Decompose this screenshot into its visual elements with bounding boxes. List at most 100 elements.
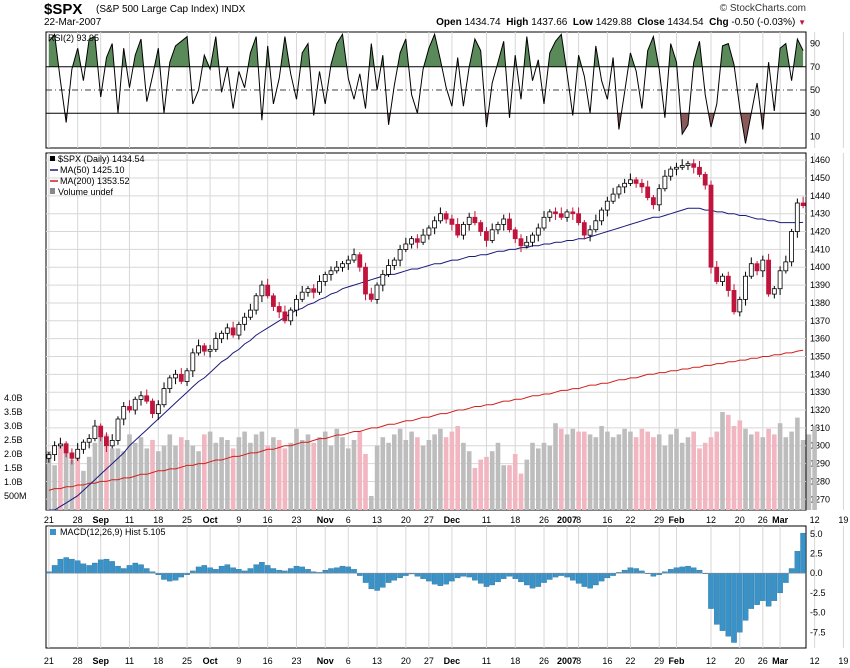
macd-hist-bar [489, 573, 495, 586]
ma200-line [48, 349, 804, 491]
volume-bar [328, 445, 334, 510]
x-tick-label: 11 [482, 656, 491, 666]
candle-body [201, 345, 207, 352]
quote-summary: Open 1434.74 High 1437.66 Low 1429.88 Cl… [436, 17, 806, 28]
candle-body [777, 270, 783, 290]
volume-bar [276, 440, 282, 510]
macd-hist-bar [454, 573, 461, 579]
price-tick-label: 1270 [810, 494, 830, 504]
candle-body [391, 259, 397, 266]
macd-hist-bar [305, 569, 311, 574]
volume-bar [357, 431, 363, 510]
rsi-line [48, 32, 804, 144]
volume-bar [438, 428, 443, 510]
macd-hist-bar [506, 573, 513, 577]
candle-body [52, 445, 57, 456]
volume-bar [98, 428, 103, 510]
x-tick-label: 27 [424, 656, 434, 666]
candle-body [449, 218, 455, 225]
volume-tick-label: 3.0B [4, 421, 23, 431]
macd-hist-bar [92, 562, 98, 574]
candle-body [800, 202, 806, 206]
volume-bar [633, 437, 639, 510]
candle-body [357, 254, 363, 268]
x-axis: 21 28 Sep 11 18 25 Oct 9 16 23 Nov 6 13 20 27 Dec 11 18 26… [44, 515, 849, 666]
ma50-legend: MA(50) 1425.10 [60, 165, 125, 175]
macd-hist-bar [138, 564, 144, 574]
macd-hist-bar [264, 565, 271, 574]
macd-hist-bar [714, 573, 720, 625]
price-frame [45, 152, 807, 511]
volume-bar [466, 451, 472, 510]
candle-body [374, 284, 380, 300]
x-tick-label: Sep [92, 515, 109, 525]
volume-bar [656, 434, 662, 510]
candle-body [743, 275, 748, 300]
x-tick-label: 21 [44, 515, 54, 525]
volume-bar [138, 437, 144, 510]
price-legend-swatch [50, 156, 55, 161]
candle-body [253, 295, 259, 311]
candle-body [518, 238, 524, 247]
macd-legend-swatch [50, 529, 56, 535]
volume-bar [587, 434, 593, 510]
volume-bar [691, 431, 696, 510]
price-tick-label: 1400 [810, 262, 830, 272]
price-tick-label: 1390 [810, 280, 830, 290]
volume-bar [783, 437, 789, 510]
candle-body [426, 227, 432, 236]
macd-hist-bar [800, 532, 806, 574]
volume-bar [512, 454, 518, 510]
macd-hist-bar [552, 573, 559, 578]
quote-date: 22-Mar-2007 [44, 17, 102, 28]
candle-body [766, 259, 771, 295]
volume-bar [639, 428, 645, 510]
candle-body [639, 182, 645, 188]
candle-body [725, 275, 731, 291]
volume-bar [760, 437, 766, 510]
macd-hist-bar [708, 573, 714, 609]
x-tick-label: 21 [44, 656, 54, 666]
candle-body [397, 248, 403, 261]
macd-hist-bar [685, 565, 691, 574]
x-tick-label: 26 [758, 656, 768, 666]
candle-body [155, 404, 161, 415]
x-tick-label: 26 [758, 515, 768, 525]
volume-bar [800, 440, 806, 510]
open-label: Open [436, 17, 462, 28]
x-tick-label: 18 [153, 515, 163, 525]
volume-bar [230, 448, 236, 510]
candle-body [173, 373, 178, 379]
volume-bar [299, 440, 305, 510]
candle-body [305, 288, 311, 293]
x-tick-label: Sep [92, 656, 109, 666]
candle-body [115, 418, 121, 441]
candle-body [46, 454, 52, 459]
macd-hist-bar [754, 573, 760, 605]
x-tick-label: 2007 [557, 656, 577, 666]
x-tick-label: Oct [203, 515, 218, 525]
candle-body [144, 395, 150, 402]
candle-body [731, 289, 737, 313]
volume-bar [789, 431, 794, 510]
volume-bar [392, 434, 397, 510]
candle-body [478, 222, 484, 232]
macd-hist-bar [437, 573, 444, 586]
candle-body [270, 295, 276, 307]
candle-body [455, 223, 461, 236]
volume-bar [518, 473, 524, 510]
candle-body [403, 243, 409, 250]
volume-bar [605, 431, 610, 510]
x-tick-label: 29 [654, 656, 664, 666]
macd-hist-bar [218, 565, 225, 574]
x-tick-label: 16 [263, 515, 273, 525]
macd-panel: 5.0 2.5 0.0 -2.5 -5.0 -7.5 MACD(12,26,9) Hist … [45, 525, 844, 649]
volume-bar [196, 451, 201, 510]
volume-bar [697, 448, 702, 510]
x-tick-label: Feb [668, 656, 685, 666]
index-name: (S&P 500 Large Cap Index) INDX [96, 4, 245, 15]
candle-body [714, 266, 720, 282]
macd-hist-bar [449, 573, 455, 582]
high-value: 1437.66 [531, 17, 568, 28]
x-tick-label: 27 [424, 515, 434, 525]
